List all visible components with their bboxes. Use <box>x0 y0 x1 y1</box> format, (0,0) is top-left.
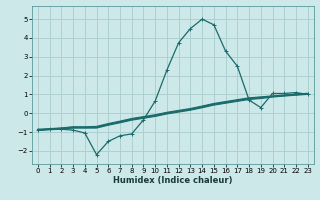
X-axis label: Humidex (Indice chaleur): Humidex (Indice chaleur) <box>113 176 233 185</box>
